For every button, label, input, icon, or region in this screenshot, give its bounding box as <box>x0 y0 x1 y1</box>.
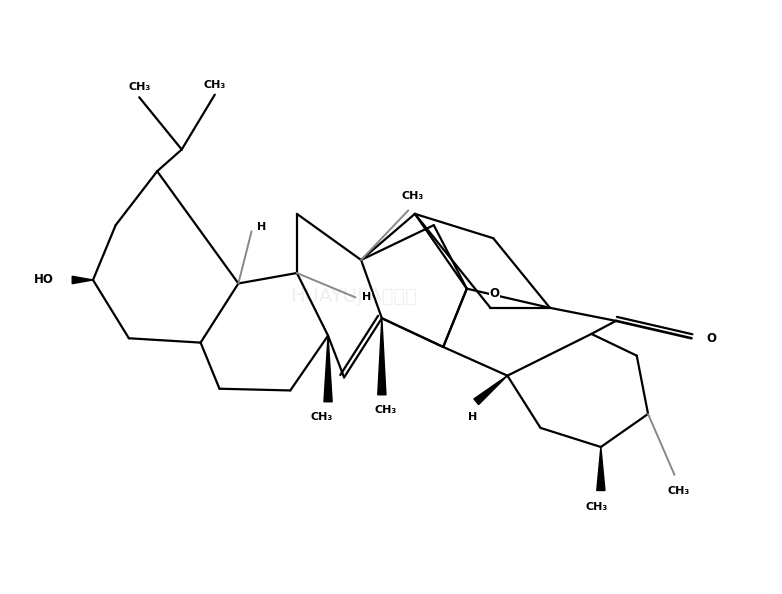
Text: H: H <box>362 292 371 302</box>
Text: H: H <box>256 222 266 232</box>
Polygon shape <box>474 375 508 405</box>
Polygon shape <box>378 318 386 395</box>
Text: CH₃: CH₃ <box>586 502 608 512</box>
Text: HUAYUJIA化学品: HUAYUJIA化学品 <box>291 287 418 307</box>
Polygon shape <box>597 447 605 491</box>
Text: O: O <box>706 332 716 345</box>
Text: CH₃: CH₃ <box>401 191 424 201</box>
Text: CH₃: CH₃ <box>128 83 150 93</box>
Text: CH₃: CH₃ <box>310 412 332 422</box>
Text: CH₃: CH₃ <box>203 80 226 90</box>
Text: H: H <box>468 412 477 422</box>
Text: CH₃: CH₃ <box>375 405 397 415</box>
Text: O: O <box>490 286 500 299</box>
Polygon shape <box>72 276 93 284</box>
Text: CH₃: CH₃ <box>668 486 690 496</box>
Text: HO: HO <box>34 273 54 286</box>
Polygon shape <box>324 336 332 402</box>
